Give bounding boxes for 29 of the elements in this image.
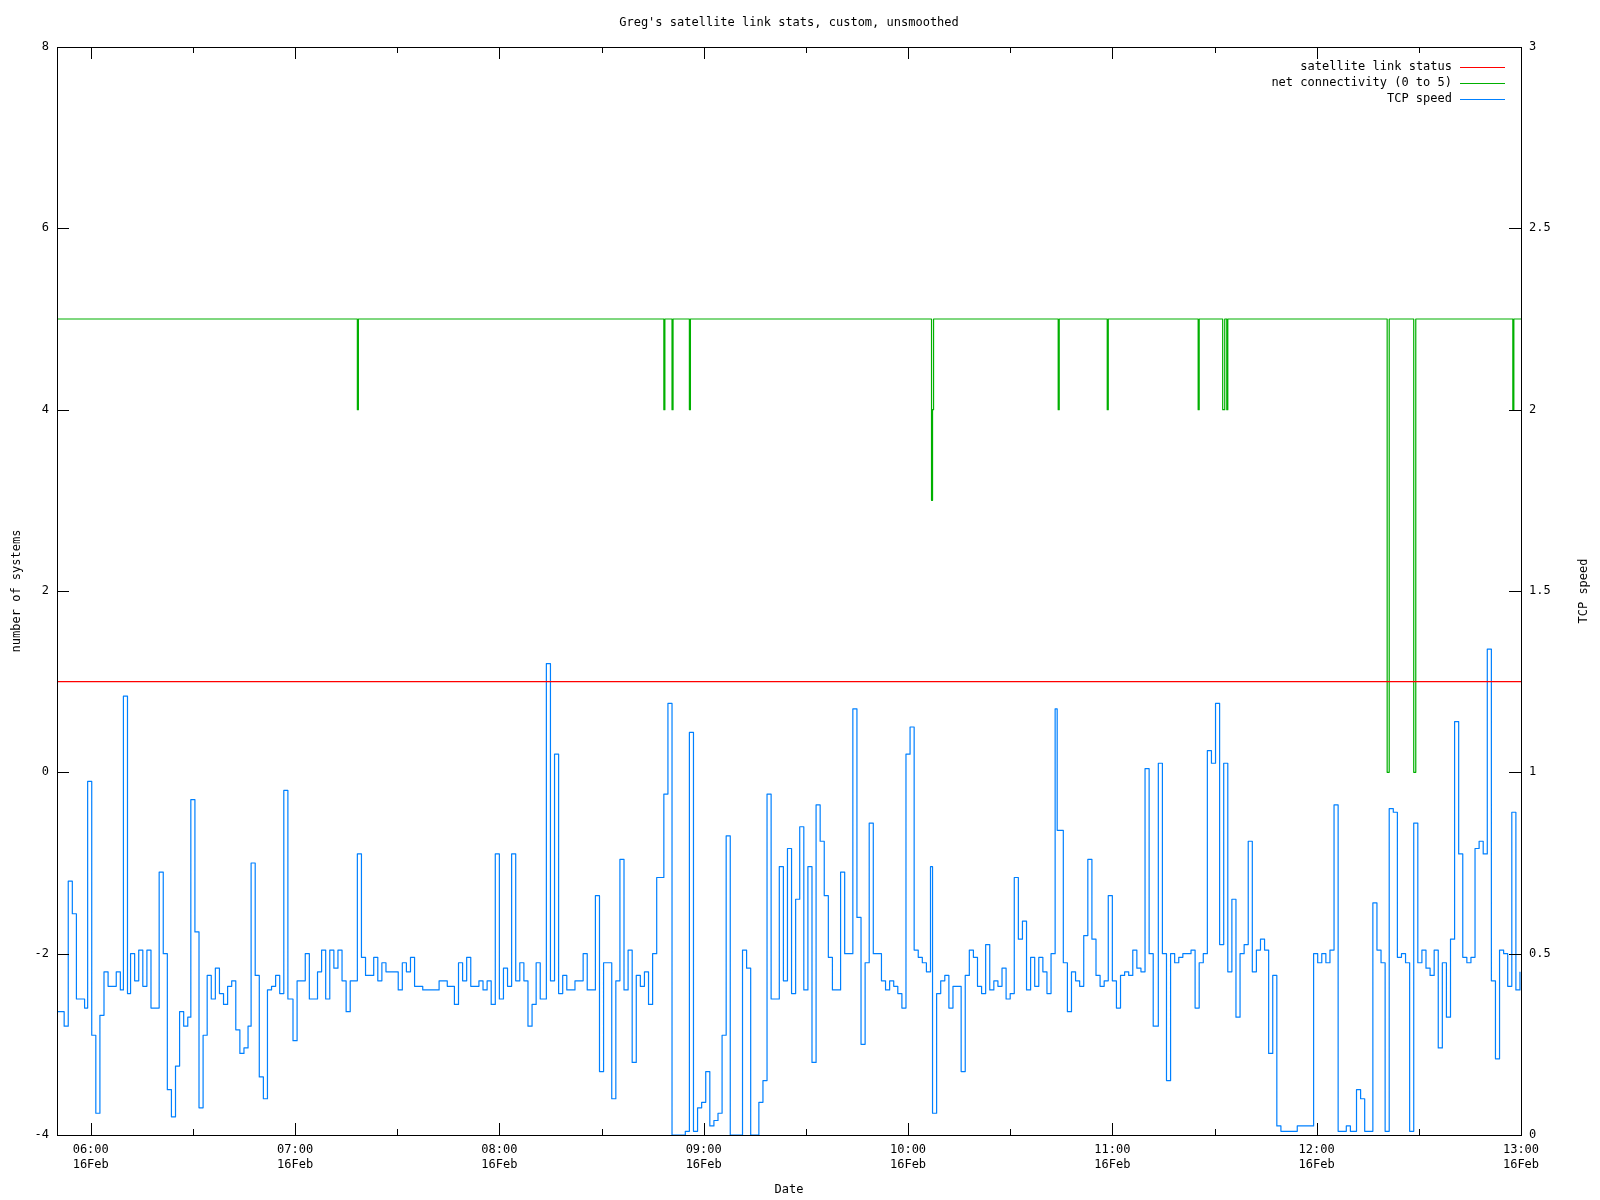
x-axis-title: Date (774, 1182, 804, 1197)
x-tick-label: 07:00 16Feb (276, 1142, 314, 1171)
legend-label: TCP speed (1386, 91, 1452, 106)
y2-tick-label: 3 (1529, 39, 1537, 54)
y-axis-title: number of systems (9, 529, 24, 653)
y2-axis-title: TCP speed (1576, 558, 1591, 624)
y-tick-label: 8 (41, 39, 49, 54)
y2-tick-label: 1.5 (1529, 583, 1551, 598)
x-tick-label: 09:00 16Feb (685, 1142, 722, 1171)
x-tick-label: 11:00 16Feb (1094, 1142, 1131, 1171)
y2-tick-label: 2.5 (1529, 220, 1551, 235)
x-tick-label: 08:00 16Feb (481, 1142, 518, 1171)
y2-tick-label: 0 (1529, 1127, 1537, 1142)
y2-tick-label: 0.5 (1529, 945, 1551, 960)
y2-tick-label: 2 (1529, 401, 1537, 416)
x-tick-label: 13:00 16Feb (1502, 1142, 1540, 1171)
x-tick-label: 10:00 16Feb (889, 1142, 927, 1171)
legend-label: satellite link status (1300, 59, 1452, 74)
y-tick-label: -2 (34, 945, 49, 960)
y2-tick-label: 1 (1529, 764, 1537, 779)
y-tick-label: -4 (34, 1127, 49, 1142)
y-tick-label: 2 (41, 583, 49, 598)
legend-label: net connectivity (0 to 5) (1271, 75, 1452, 90)
y-tick-label: 4 (41, 401, 49, 416)
x-tick-label: 06:00 16Feb (72, 1142, 109, 1171)
y-tick-label: 6 (41, 220, 49, 235)
chart-title: Greg's satellite link stats, custom, unsmoothed (619, 15, 959, 30)
y-tick-label: 0 (41, 764, 49, 779)
x-tick-label: 12:00 16Feb (1298, 1142, 1335, 1171)
